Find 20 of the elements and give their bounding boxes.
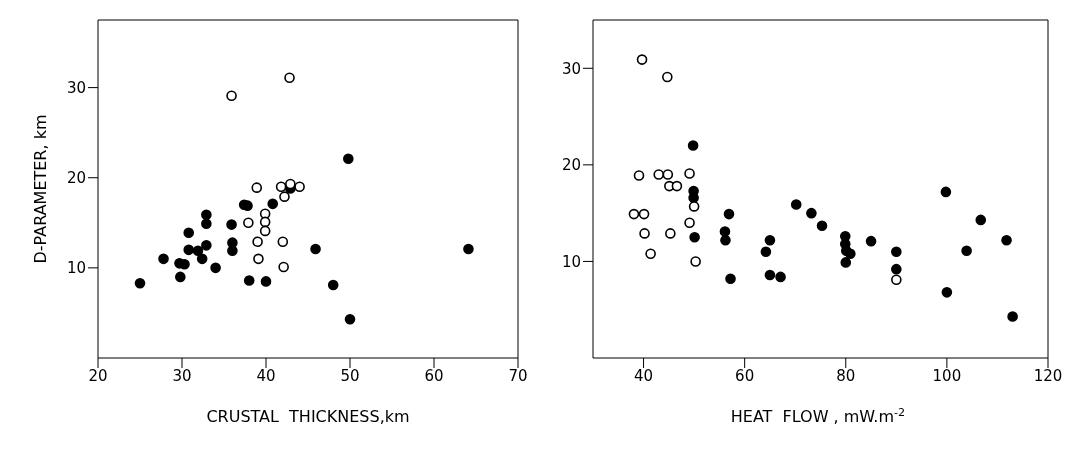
x-tick-label: 100 (932, 366, 962, 385)
x-tick-label: 120 (1033, 366, 1063, 385)
y-tick-label: 10 (66, 259, 86, 278)
y-tick-label: 10 (561, 252, 581, 271)
x-tick-label: 30 (172, 366, 192, 385)
x-tick-label: 40 (634, 366, 654, 385)
x-tick-label: 20 (88, 366, 108, 385)
x-tick-label: 50 (340, 366, 360, 385)
x-tick-label: 80 (836, 366, 856, 385)
x-tick-label: 70 (508, 366, 528, 385)
y-tick-label: 20 (66, 169, 86, 188)
y-tick-label: 30 (66, 78, 86, 97)
x-axis-title: CRUSTAL THICKNESS,km (206, 407, 410, 426)
x-tick-label: 40 (256, 366, 276, 385)
y-tick-label: 20 (561, 156, 581, 175)
y-tick-label: 30 (561, 59, 581, 78)
x-tick-label: 60 (424, 366, 444, 385)
y-axis-title: D-PARAMETER, km (31, 114, 50, 264)
x-axis-title: HEAT FLOW , mW.m$^{-2}$ (730, 405, 906, 426)
x-tick-label: 60 (735, 366, 755, 385)
